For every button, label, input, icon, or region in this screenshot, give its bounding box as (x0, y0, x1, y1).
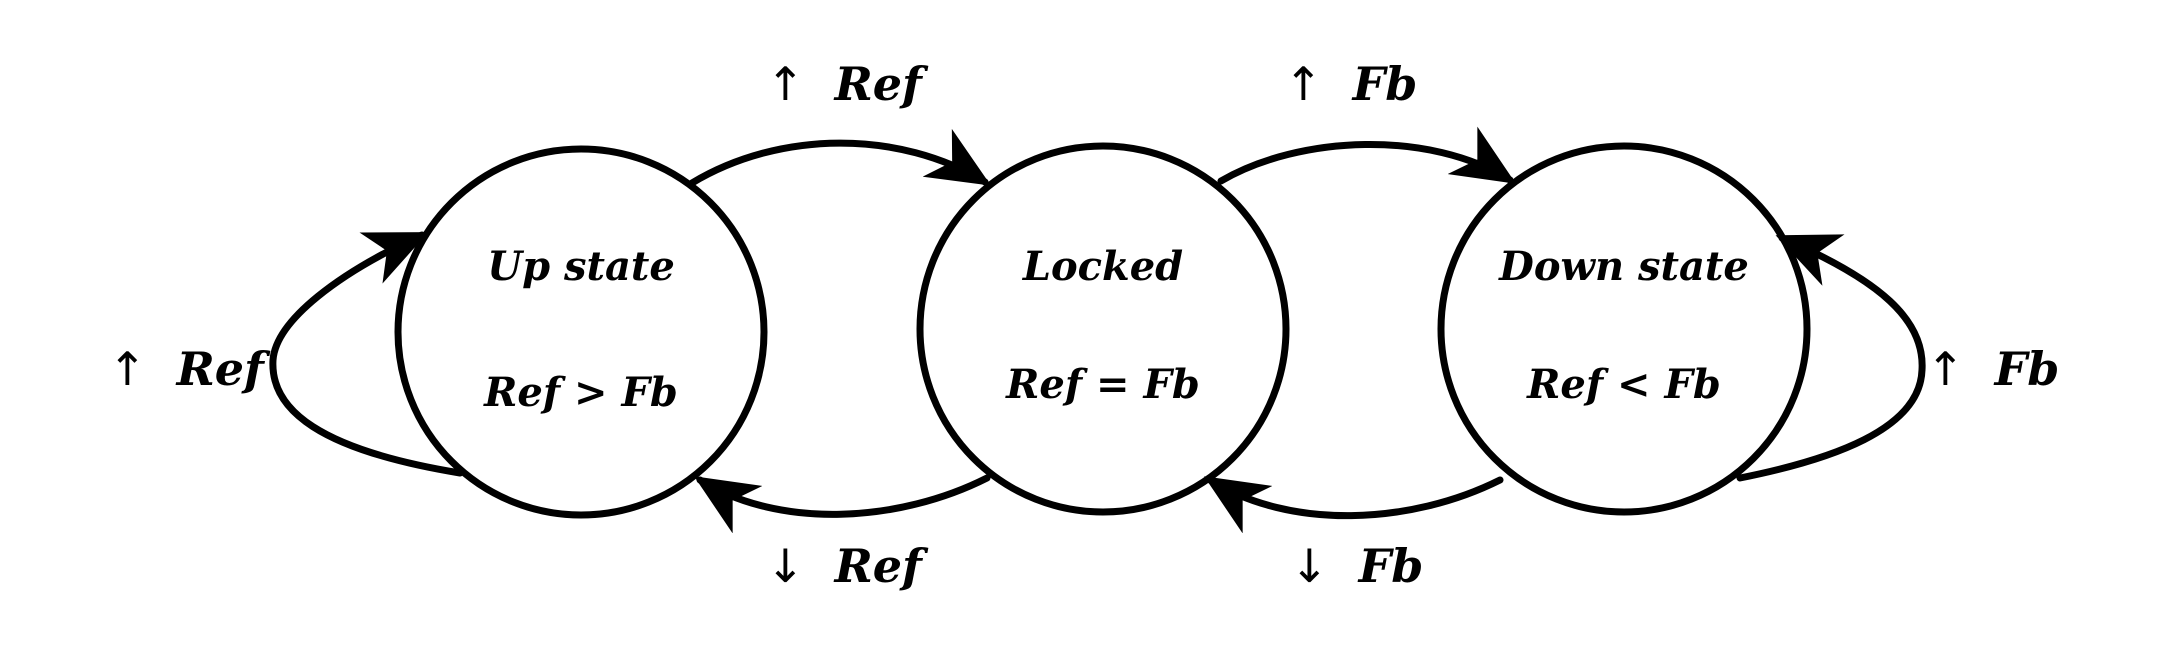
label-down-self-loop: ↑ Fb (1926, 342, 2059, 396)
state-circle-down[interactable] (1441, 146, 1807, 512)
up-arrow-icon: ↑ (1926, 342, 1965, 396)
label-locked-to-down: ↑ Fb (1284, 57, 1417, 111)
label-locked-to-up: ↓ Ref (766, 539, 929, 593)
state-name-down: Down state (1498, 243, 1749, 290)
edge-down-to-locked[interactable] (1210, 480, 1500, 516)
down-arrow-icon: ↓ (1290, 539, 1329, 593)
state-name-up: Up state (487, 243, 675, 290)
state-condition-up: Ref > Fb (483, 369, 678, 416)
edge-locked-to-down[interactable] (1221, 144, 1510, 181)
edge-locked-to-up[interactable] (700, 478, 987, 514)
up-arrow-icon: ↑ (766, 57, 805, 111)
label-up-to-locked: ↑ Ref (766, 57, 929, 111)
edge-up-to-locked[interactable] (692, 143, 985, 183)
label-down-to-locked: ↓ Fb (1290, 539, 1423, 593)
state-circle-up[interactable] (398, 149, 764, 515)
state-name-locked: Locked (1022, 243, 1183, 290)
state-condition-down: Ref < Fb (1526, 361, 1721, 408)
up-arrow-icon: ↑ (1284, 57, 1323, 111)
down-arrow-icon: ↓ (766, 539, 805, 593)
label-up-self-loop: ↑ Ref (108, 342, 271, 396)
up-arrow-icon: ↑ (108, 342, 147, 396)
state-condition-locked: Ref = Fb (1005, 361, 1200, 408)
state-circle-locked[interactable] (920, 146, 1286, 512)
